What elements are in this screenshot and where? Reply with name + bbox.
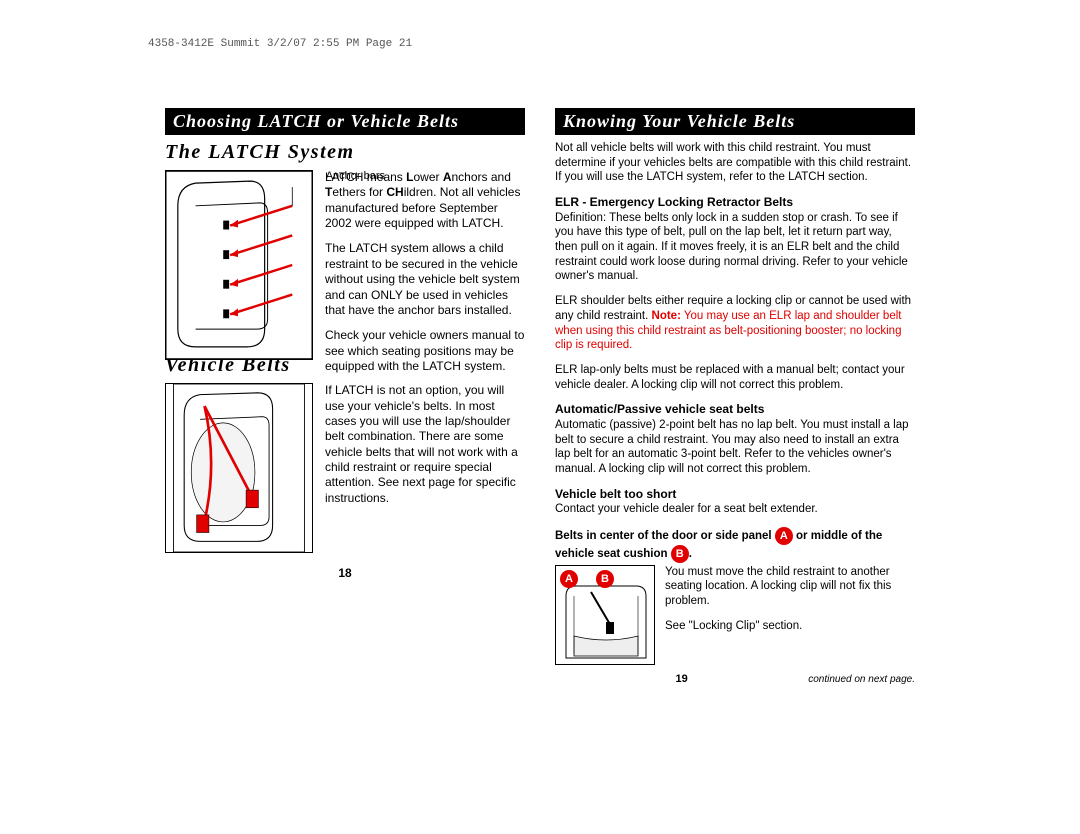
right-section-header: Knowing Your Vehicle Belts <box>555 108 915 135</box>
ab-row: A B You must move the child restraint to… <box>555 565 915 665</box>
belts-seat-illustration <box>165 383 313 553</box>
circle-b-icon: B <box>596 570 614 588</box>
latch-title: The LATCH System <box>165 141 525 164</box>
page-spread: Choosing LATCH or Vehicle Belts The LATC… <box>165 108 915 685</box>
label-b-inline: B <box>671 545 689 563</box>
latch-row: Anchor bars <box>165 170 525 384</box>
center-p1: You must move the child restraint to ano… <box>665 565 915 609</box>
t: A <box>443 170 452 184</box>
belts-row: If LATCH is not an option, you will use … <box>165 383 525 558</box>
belts-p1: If LATCH is not an option, you will use … <box>325 383 525 506</box>
t: ower <box>413 170 442 184</box>
right-body: Not all vehicle belts will work with thi… <box>555 141 915 665</box>
circle-a-icon: A <box>560 570 578 588</box>
short-p1: Contact your vehicle dealer for a seat b… <box>555 502 915 517</box>
auto-p1: Automatic (passive) 2-point belt has no … <box>555 418 915 477</box>
belts-figure <box>165 383 313 558</box>
right-page-number: 19 <box>675 673 687 685</box>
label-a-inline: A <box>775 527 793 545</box>
t: . <box>689 548 692 560</box>
intro-p: Not all vehicle belts will work with thi… <box>555 141 915 185</box>
right-page: Knowing Your Vehicle Belts Not all vehic… <box>555 108 915 685</box>
center-heading: Belts in center of the door or side pane… <box>555 527 915 563</box>
t: nchors and <box>452 170 511 184</box>
left-section-header: Choosing LATCH or Vehicle Belts <box>165 108 525 135</box>
t: CH <box>386 185 403 199</box>
ab-figure: A B <box>555 565 655 665</box>
elr-p2: ELR shoulder belts either require a lock… <box>555 294 915 353</box>
elr-p3: ELR lap-only belts must be replaced with… <box>555 363 915 392</box>
right-footer: 19 continued on next page. <box>555 673 915 685</box>
short-heading: Vehicle belt too short <box>555 487 915 502</box>
left-page: Choosing LATCH or Vehicle Belts The LATC… <box>165 108 525 685</box>
anchor-bars-label: Anchor bars <box>326 170 385 182</box>
elr-heading: ELR - Emergency Locking Retractor Belts <box>555 195 915 210</box>
latch-p2: The LATCH system allows a child restrain… <box>325 241 525 318</box>
ab-text: You must move the child restraint to ano… <box>665 565 915 644</box>
auto-heading: Automatic/Passive vehicle seat belts <box>555 402 915 417</box>
elr-p1: Definition: These belts only lock in a s… <box>555 211 915 285</box>
t: ethers for <box>332 185 386 199</box>
t: Belts in center of the door or side pane… <box>555 530 775 542</box>
latch-figure: Anchor bars <box>165 170 313 384</box>
center-p2: See "Locking Clip" section. <box>665 619 915 634</box>
note-label: Note: <box>652 310 681 322</box>
continued-label: continued on next page. <box>808 674 915 685</box>
latch-text: LATCH means Lower Anchors and Tethers fo… <box>325 170 525 384</box>
latch-seat-illustration <box>165 170 313 360</box>
left-page-number: 18 <box>165 566 525 580</box>
belts-text: If LATCH is not an option, you will use … <box>325 383 525 558</box>
print-header: 4358-3412E Summit 3/2/07 2:55 PM Page 21 <box>148 38 412 50</box>
